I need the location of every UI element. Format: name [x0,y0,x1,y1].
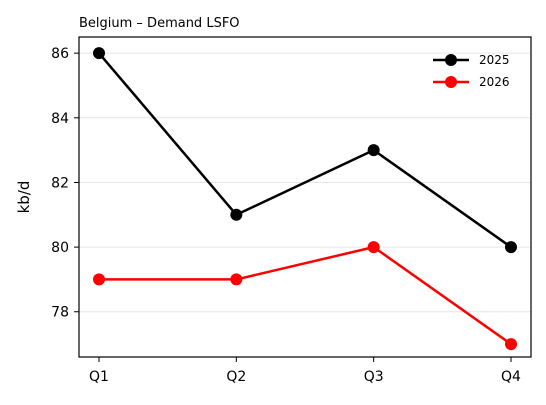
legend-label-2026: 2026 [479,75,510,89]
y-tick-label: 80 [51,240,69,256]
x-tick-label: Q2 [226,369,246,385]
legend-label-2025: 2025 [479,53,510,67]
series-group [93,47,517,351]
series-line-2025 [98,52,512,249]
legend: 2025 2026 [433,53,510,89]
y-axis-label: kb/d [15,181,33,214]
data-point-2026-Q1 [93,273,105,286]
data-point-2025-Q3 [367,144,380,157]
x-tick-label: Q3 [364,369,384,385]
plot-frame [78,36,532,358]
y-axis: 78 80 82 84 86 [51,46,79,321]
data-point-2025-Q1 [93,47,105,60]
legend-marker-2025 [445,54,457,66]
x-tick-label: Q4 [501,369,521,385]
data-point-2025-Q2 [230,208,243,221]
data-point-2026-Q4 [505,338,517,351]
y-tick-label: 78 [51,305,69,321]
y-tick-label: 84 [51,111,69,127]
data-point-2026-Q2 [230,273,243,286]
chart-title: Belgium – Demand LSFO [79,16,240,31]
data-point-2025-Q4 [505,241,517,254]
legend-marker-2026 [445,76,457,88]
y-tick-label: 86 [51,46,69,62]
data-point-2026-Q3 [367,241,380,254]
y-tick-label: 82 [51,175,69,191]
series-line-2026 [99,245,512,346]
x-tick-label: Q1 [89,369,109,385]
x-axis: Q1 Q2 Q3 Q4 [89,357,521,385]
